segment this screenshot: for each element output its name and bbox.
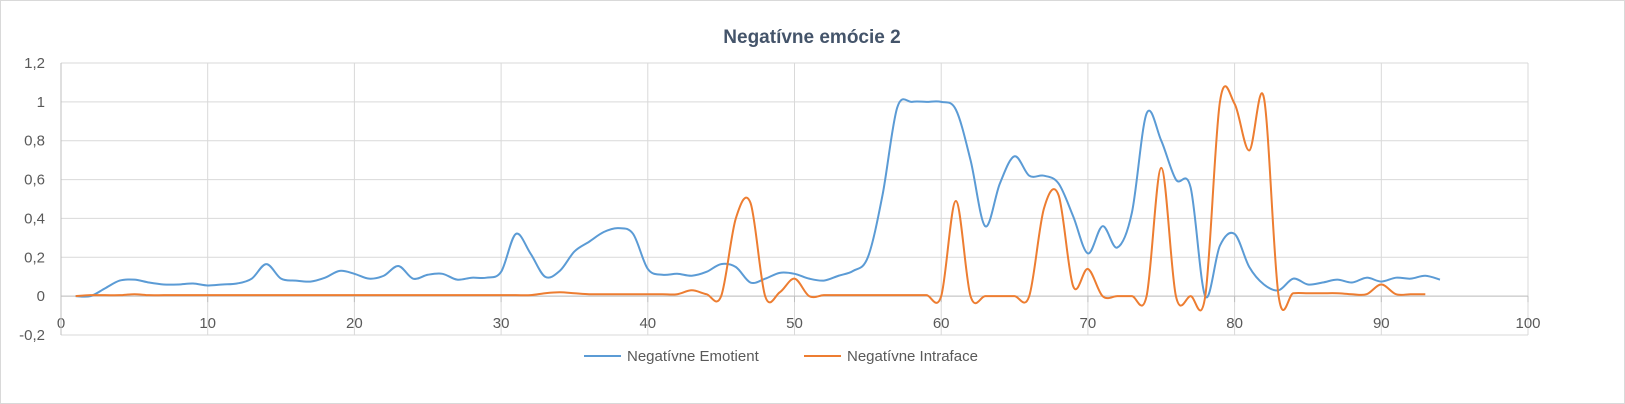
series-line-negat-vne-emotient <box>75 98 1441 299</box>
chart-title: Negatívne emócie 2 <box>723 27 900 48</box>
y-tick-label: 1,2 <box>24 55 45 72</box>
x-tick-label: 60 <box>933 315 950 332</box>
x-tick-label: 30 <box>493 315 510 332</box>
y-tick-label: 0,6 <box>24 172 45 189</box>
gridlines <box>60 62 1529 336</box>
y-tick-label: 0,2 <box>24 249 45 266</box>
series-line-negat-vne-intraface <box>75 85 1426 312</box>
x-tick-label: 10 <box>199 315 216 332</box>
x-tick-label: 40 <box>639 315 656 332</box>
legend-label: Negatívne Emotient <box>627 348 760 365</box>
x-tick-label: 100 <box>1515 315 1540 332</box>
legend-label: Negatívne Intraface <box>847 348 978 365</box>
x-tick-label: 90 <box>1373 315 1390 332</box>
series-lines <box>75 85 1441 312</box>
x-tick-label: 80 <box>1226 315 1243 332</box>
axes: -0,200,20,40,60,811,20 10 20 30 40 50 60 70 80 90… <box>19 55 1540 344</box>
y-tick-label: 0,4 <box>24 210 45 227</box>
y-tick-label: 0,8 <box>24 133 45 150</box>
x-tick-label: 20 <box>346 315 363 332</box>
y-tick-label: 0 <box>37 288 45 305</box>
x-tick-label: 70 <box>1080 315 1097 332</box>
y-tick-label: 1 <box>37 94 45 111</box>
x-tick-label: 50 <box>786 315 803 332</box>
legend: Negatívne Emotient Negatívne Intraface <box>584 348 978 365</box>
y-tick-label: -0,2 <box>19 327 45 344</box>
